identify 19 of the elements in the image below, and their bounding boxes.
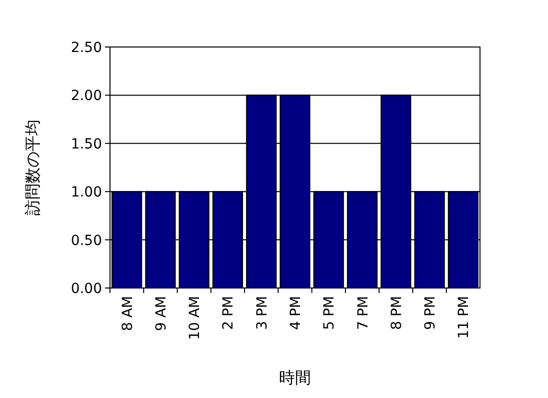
y-tick-label: 2.00 xyxy=(70,88,102,104)
x-tick-label: 11 PM xyxy=(456,296,472,339)
y-tick-label: 1.50 xyxy=(70,136,102,152)
x-axis-title: 時間 xyxy=(279,368,311,387)
y-tick-label: 0.50 xyxy=(70,232,102,249)
x-tick-label: 2 PM xyxy=(220,296,237,330)
y-tick-label: 0.00 xyxy=(70,281,102,297)
x-tick-label: 7 PM xyxy=(355,296,372,330)
x-tick-label: 3 PM xyxy=(254,296,270,330)
x-tick-label: 8 AM xyxy=(120,296,136,332)
y-axis-title: 訪問数の平均 xyxy=(23,120,42,216)
y-tick-label: 2.50 xyxy=(70,40,102,56)
y-tick-label: 1.00 xyxy=(70,184,102,201)
x-tick-label: 8 PM xyxy=(388,296,405,330)
x-tick-label: 5 PM xyxy=(322,296,338,330)
x-tick-label: 9 AM xyxy=(153,296,170,332)
x-tick-label: 9 PM xyxy=(422,296,439,330)
x-tick-label: 4 PM xyxy=(288,296,304,330)
x-tick-label: 10 AM xyxy=(187,296,204,340)
